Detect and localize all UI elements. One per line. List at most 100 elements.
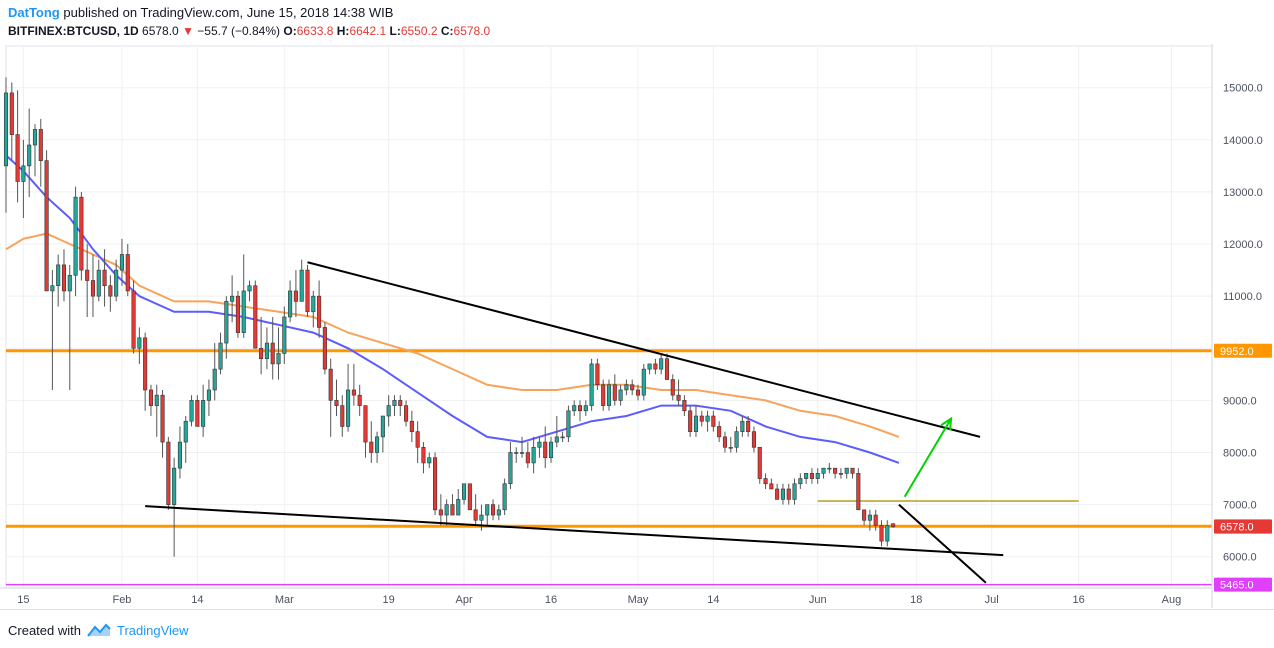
candle <box>224 296 229 359</box>
created-with-label: Created with <box>8 623 81 638</box>
candle <box>38 118 43 187</box>
candle-body <box>317 295 322 328</box>
candle <box>693 405 699 437</box>
y-tick-label: 12000.0 <box>1223 239 1263 251</box>
candle <box>456 488 461 516</box>
candle-body <box>856 473 861 511</box>
candle <box>79 191 84 281</box>
candle-body <box>496 509 501 516</box>
candle <box>699 410 704 427</box>
plot-area <box>5 45 1213 589</box>
candle <box>809 468 814 484</box>
y-tick-label: 9000.0 <box>1223 395 1257 407</box>
candle-body <box>427 457 432 464</box>
trend-line <box>898 503 987 584</box>
candle <box>235 290 240 338</box>
candle-body <box>288 290 293 318</box>
candle <box>566 405 571 443</box>
candle-body <box>404 405 409 422</box>
candle-body <box>32 129 38 146</box>
candle-body <box>218 342 223 370</box>
candle <box>804 473 809 484</box>
candle <box>189 395 194 427</box>
tradingview-brand[interactable]: TradingView <box>117 623 189 638</box>
candle-body <box>137 337 142 349</box>
symbol-line: BITFINEX:BTCUSD, 1D 6578.0 ▼ −55.7 (−0.8… <box>8 24 490 38</box>
candle-body <box>693 415 699 432</box>
x-tick-label: 19 <box>383 594 395 606</box>
candle-body <box>815 473 820 479</box>
candle <box>404 400 409 427</box>
candle <box>346 363 351 432</box>
x-tick-label: Aug <box>1162 594 1182 606</box>
level-price-label: 9952.0 <box>1220 346 1254 358</box>
chart-header: DatTong published on TradingView.com, Ju… <box>0 0 1274 44</box>
candle <box>421 442 426 474</box>
candle <box>195 395 200 427</box>
candle <box>44 150 49 292</box>
candle <box>143 332 148 411</box>
candle <box>50 270 55 390</box>
y-tick-label: 11000.0 <box>1223 291 1262 303</box>
candle <box>862 509 867 526</box>
candle <box>688 405 693 437</box>
current-price-label: 6578.0 <box>1220 522 1254 534</box>
low-label: L: <box>389 24 401 38</box>
candle <box>496 504 501 521</box>
candle <box>653 358 658 375</box>
candle <box>311 290 316 328</box>
candle <box>96 259 101 302</box>
candle <box>409 410 414 443</box>
high-value: 6642.1 <box>349 24 387 38</box>
candle <box>206 379 211 417</box>
candle <box>676 379 681 406</box>
candle-body <box>380 415 385 438</box>
candle-body <box>27 144 32 167</box>
candle-body <box>212 368 217 391</box>
candle-body <box>699 415 704 422</box>
candle <box>705 410 710 432</box>
candle <box>856 468 861 511</box>
x-tick-label: 16 <box>1073 594 1085 606</box>
candle-body <box>769 483 774 490</box>
candle-body <box>612 384 617 401</box>
candle <box>293 270 298 317</box>
candle-body <box>630 384 635 391</box>
projection-arrow <box>903 418 952 498</box>
candle <box>27 108 32 198</box>
y-tick-label: 14000.0 <box>1223 135 1263 147</box>
candle-body <box>357 394 362 406</box>
candle <box>357 384 362 417</box>
candle <box>299 259 304 302</box>
bottom-level-label: 5465.0 <box>1220 580 1254 592</box>
author-name[interactable]: DatTong <box>8 5 60 20</box>
candle <box>519 436 525 458</box>
candle <box>560 431 565 443</box>
price-chart[interactable]: 6000.07000.08000.09000.010000.011000.012… <box>0 44 1274 609</box>
candle <box>380 415 385 453</box>
candle <box>438 494 443 526</box>
candle <box>317 280 322 338</box>
candle <box>467 483 472 511</box>
candle-body <box>850 467 855 474</box>
candle-body <box>264 342 269 359</box>
candle-body <box>61 264 67 292</box>
x-tick-label: May <box>628 594 649 606</box>
candle-body <box>560 436 565 439</box>
candle <box>61 249 67 302</box>
candle <box>543 426 548 469</box>
candle-body <box>566 410 571 438</box>
candles <box>3 77 896 557</box>
tradingview-logo-icon[interactable] <box>86 622 112 638</box>
candle-body <box>346 389 351 427</box>
candle <box>264 327 269 370</box>
candle <box>711 410 716 432</box>
candle-body <box>201 400 206 427</box>
candle-body <box>751 431 756 448</box>
candle <box>490 499 496 521</box>
candle <box>56 254 61 307</box>
candle-body <box>85 269 90 281</box>
candle-body <box>79 196 84 271</box>
candle-body <box>195 400 200 427</box>
candle <box>73 186 78 297</box>
